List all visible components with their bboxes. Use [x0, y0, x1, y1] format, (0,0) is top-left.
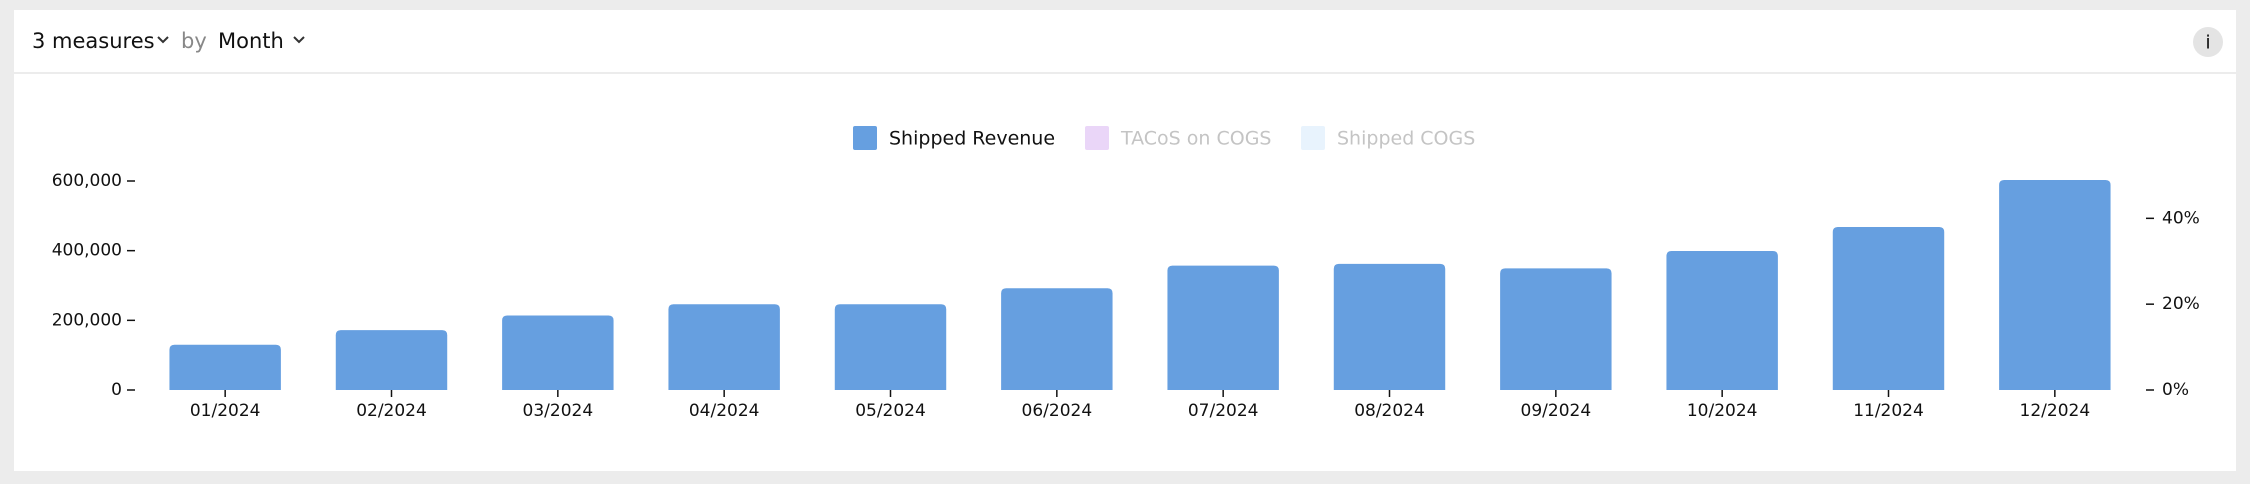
x-tick-label: 04/2024: [689, 401, 760, 421]
x-tick-label: 01/2024: [190, 401, 261, 421]
x-tick-label: 09/2024: [1521, 401, 1592, 421]
dimension-dropdown[interactable]: Month: [218, 29, 284, 53]
bar: [1666, 251, 1778, 390]
legend-label[interactable]: Shipped Revenue: [889, 128, 1055, 150]
y2-tick-label: 40%: [2162, 208, 2200, 228]
chevron[interactable]: [157, 36, 169, 44]
bar: [834, 304, 947, 390]
bar: [1999, 179, 2111, 390]
bar: [1001, 288, 1113, 390]
bar: [1167, 265, 1279, 390]
legend-label[interactable]: TACoS on COGS: [1120, 128, 1272, 150]
y2-tick-label: 0%: [2162, 380, 2189, 400]
y-tick-label: 0: [111, 380, 122, 400]
bar: [1500, 268, 1612, 390]
legend-swatch[interactable]: [853, 126, 877, 150]
bar: [1333, 263, 1446, 390]
y2-tick-label: 20%: [2162, 294, 2200, 314]
info-icon[interactable]: i: [2205, 32, 2210, 54]
x-tick-label: 05/2024: [855, 401, 926, 421]
x-tick-label: 06/2024: [1022, 401, 1093, 421]
x-tick-label: 10/2024: [1687, 401, 1758, 421]
bar: [668, 304, 780, 390]
y-tick-label: 200,000: [52, 310, 122, 330]
x-tick-label: 02/2024: [356, 401, 427, 421]
legend-swatch[interactable]: [1301, 126, 1325, 150]
chevron[interactable]: [293, 36, 305, 44]
legend-swatch[interactable]: [1085, 126, 1109, 150]
x-tick-label: 12/2024: [2020, 401, 2091, 421]
x-tick-label: 03/2024: [523, 401, 594, 421]
y-tick-label: 600,000: [52, 171, 122, 191]
info-button[interactable]: [2193, 27, 2223, 57]
bar: [335, 330, 448, 390]
bar: [169, 344, 281, 390]
x-tick-label: 08/2024: [1354, 401, 1425, 421]
y-tick-label: 400,000: [52, 241, 122, 261]
by-label: by: [181, 29, 207, 53]
x-tick-label: 11/2024: [1853, 401, 1924, 421]
legend-label[interactable]: Shipped COGS: [1337, 128, 1475, 150]
bar: [502, 315, 614, 390]
bar: [1832, 226, 1945, 390]
x-tick-label: 07/2024: [1188, 401, 1259, 421]
measures-dropdown[interactable]: 3 measures: [32, 29, 155, 53]
